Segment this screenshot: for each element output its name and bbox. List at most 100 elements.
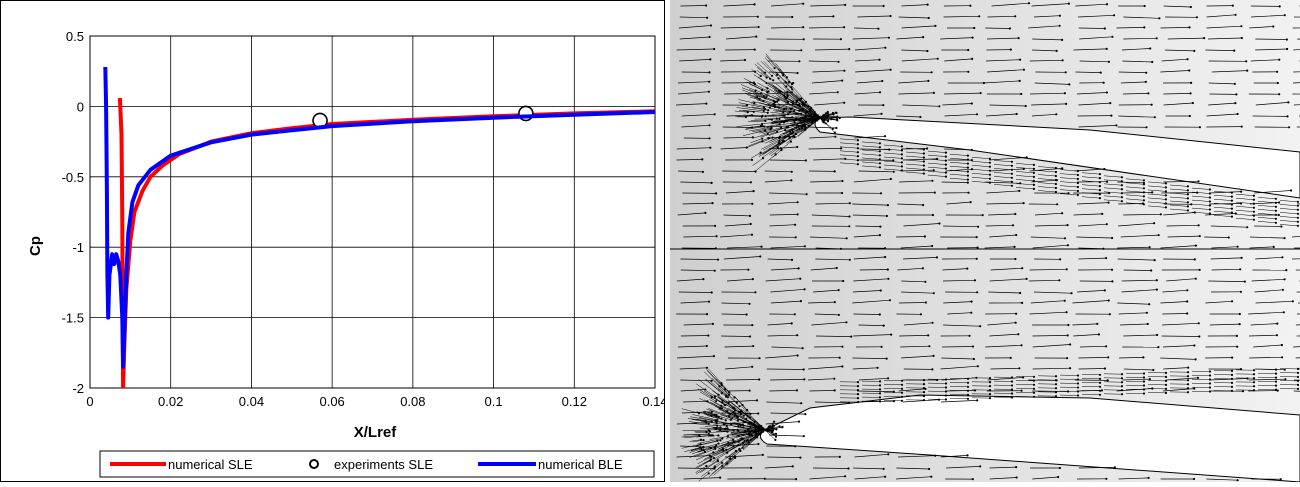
vector-head (715, 247, 717, 249)
vector-head (717, 434, 719, 436)
velocity-vector (896, 237, 925, 238)
vector-head (938, 222, 940, 224)
vector-head (1253, 381, 1255, 383)
vector-head (848, 215, 850, 217)
vector-head (1023, 202, 1025, 204)
vector-head (1275, 222, 1277, 224)
vector-head (1070, 292, 1072, 294)
vector-head (1239, 323, 1241, 325)
vector-head (1228, 236, 1230, 238)
vector-head (1106, 91, 1108, 93)
vector-head (775, 153, 777, 155)
vector-head (1020, 93, 1022, 95)
vector-head (989, 174, 991, 176)
vector-head (1143, 380, 1145, 382)
vector-head (1100, 72, 1102, 74)
vector-head (705, 4, 707, 6)
vector-head (1209, 188, 1211, 190)
vector-head (744, 59, 746, 61)
vector-head (1186, 300, 1188, 302)
vector-head (804, 245, 806, 247)
vector-head (843, 26, 845, 28)
vector-head (1149, 378, 1151, 380)
vector-head (843, 70, 845, 72)
vector-head (716, 419, 718, 421)
vector-head (713, 48, 715, 50)
vector-head (708, 91, 710, 93)
vector-head (977, 365, 979, 367)
vector-head (887, 204, 889, 206)
vector-head (772, 137, 774, 139)
vector-head (836, 119, 838, 121)
vector-head (1187, 209, 1189, 211)
vector-head (1194, 258, 1196, 260)
vector-head (706, 345, 708, 347)
velocity-vector (1204, 237, 1229, 238)
vector-head (1275, 385, 1277, 387)
vector-head (989, 182, 991, 184)
vector-head (1237, 246, 1239, 248)
vector-head (751, 324, 753, 326)
vector-head (1231, 216, 1233, 218)
vector-head (1026, 278, 1028, 280)
vector-head (928, 17, 930, 19)
vector-head (857, 147, 859, 149)
vector-head (803, 435, 805, 437)
vector-head (1209, 370, 1211, 372)
vector-head (757, 443, 759, 445)
vector-head (857, 381, 859, 383)
vector-head (702, 439, 704, 441)
velocity-vector (678, 468, 715, 469)
vector-head (763, 428, 765, 430)
vector-head (1033, 172, 1035, 174)
vector-head (840, 147, 842, 149)
vector-head (1209, 374, 1211, 376)
vector-head (841, 346, 843, 348)
vector-head (802, 3, 804, 5)
vector-head (752, 278, 754, 280)
vector-head (890, 69, 892, 71)
vector-head (884, 135, 886, 137)
vector-head (738, 405, 740, 407)
vector-head (1061, 212, 1063, 214)
vector-head (967, 167, 969, 169)
vector-head (970, 301, 972, 303)
vector-head (1278, 214, 1280, 216)
vector-head (754, 3, 756, 5)
vector-head (709, 36, 711, 38)
vector-head (1099, 390, 1101, 392)
vector-head (795, 478, 797, 480)
vector-head (833, 378, 835, 380)
vector-head (794, 313, 796, 315)
vector-head (1033, 176, 1035, 178)
vector-head (750, 467, 752, 469)
velocity-vector (681, 336, 708, 337)
vector-head (857, 385, 859, 387)
vector-head (1156, 289, 1158, 291)
vector-head (1010, 49, 1012, 51)
vector-head (719, 426, 721, 428)
velocity-vector (854, 314, 880, 315)
vector-head (1021, 390, 1023, 392)
vector-head (1016, 476, 1018, 478)
vector-head (901, 165, 903, 167)
vector-head (1236, 335, 1238, 337)
vector-head (931, 245, 933, 247)
vector-head (715, 445, 717, 447)
vector-head (967, 49, 969, 51)
vector-head (1192, 102, 1194, 104)
vector-head (708, 71, 710, 73)
vector-head (1018, 37, 1020, 39)
vector-head (1237, 479, 1239, 481)
vector-head (1153, 222, 1155, 224)
vector-head (708, 301, 710, 303)
vector-head (920, 313, 922, 315)
vector-head (883, 325, 885, 327)
vector-head (1102, 248, 1104, 250)
vector-head (1033, 392, 1035, 394)
vector-head (776, 131, 778, 133)
vector-head (749, 390, 751, 392)
vector-head (1121, 393, 1123, 395)
vector-head (774, 439, 776, 441)
vector-head (967, 394, 969, 396)
